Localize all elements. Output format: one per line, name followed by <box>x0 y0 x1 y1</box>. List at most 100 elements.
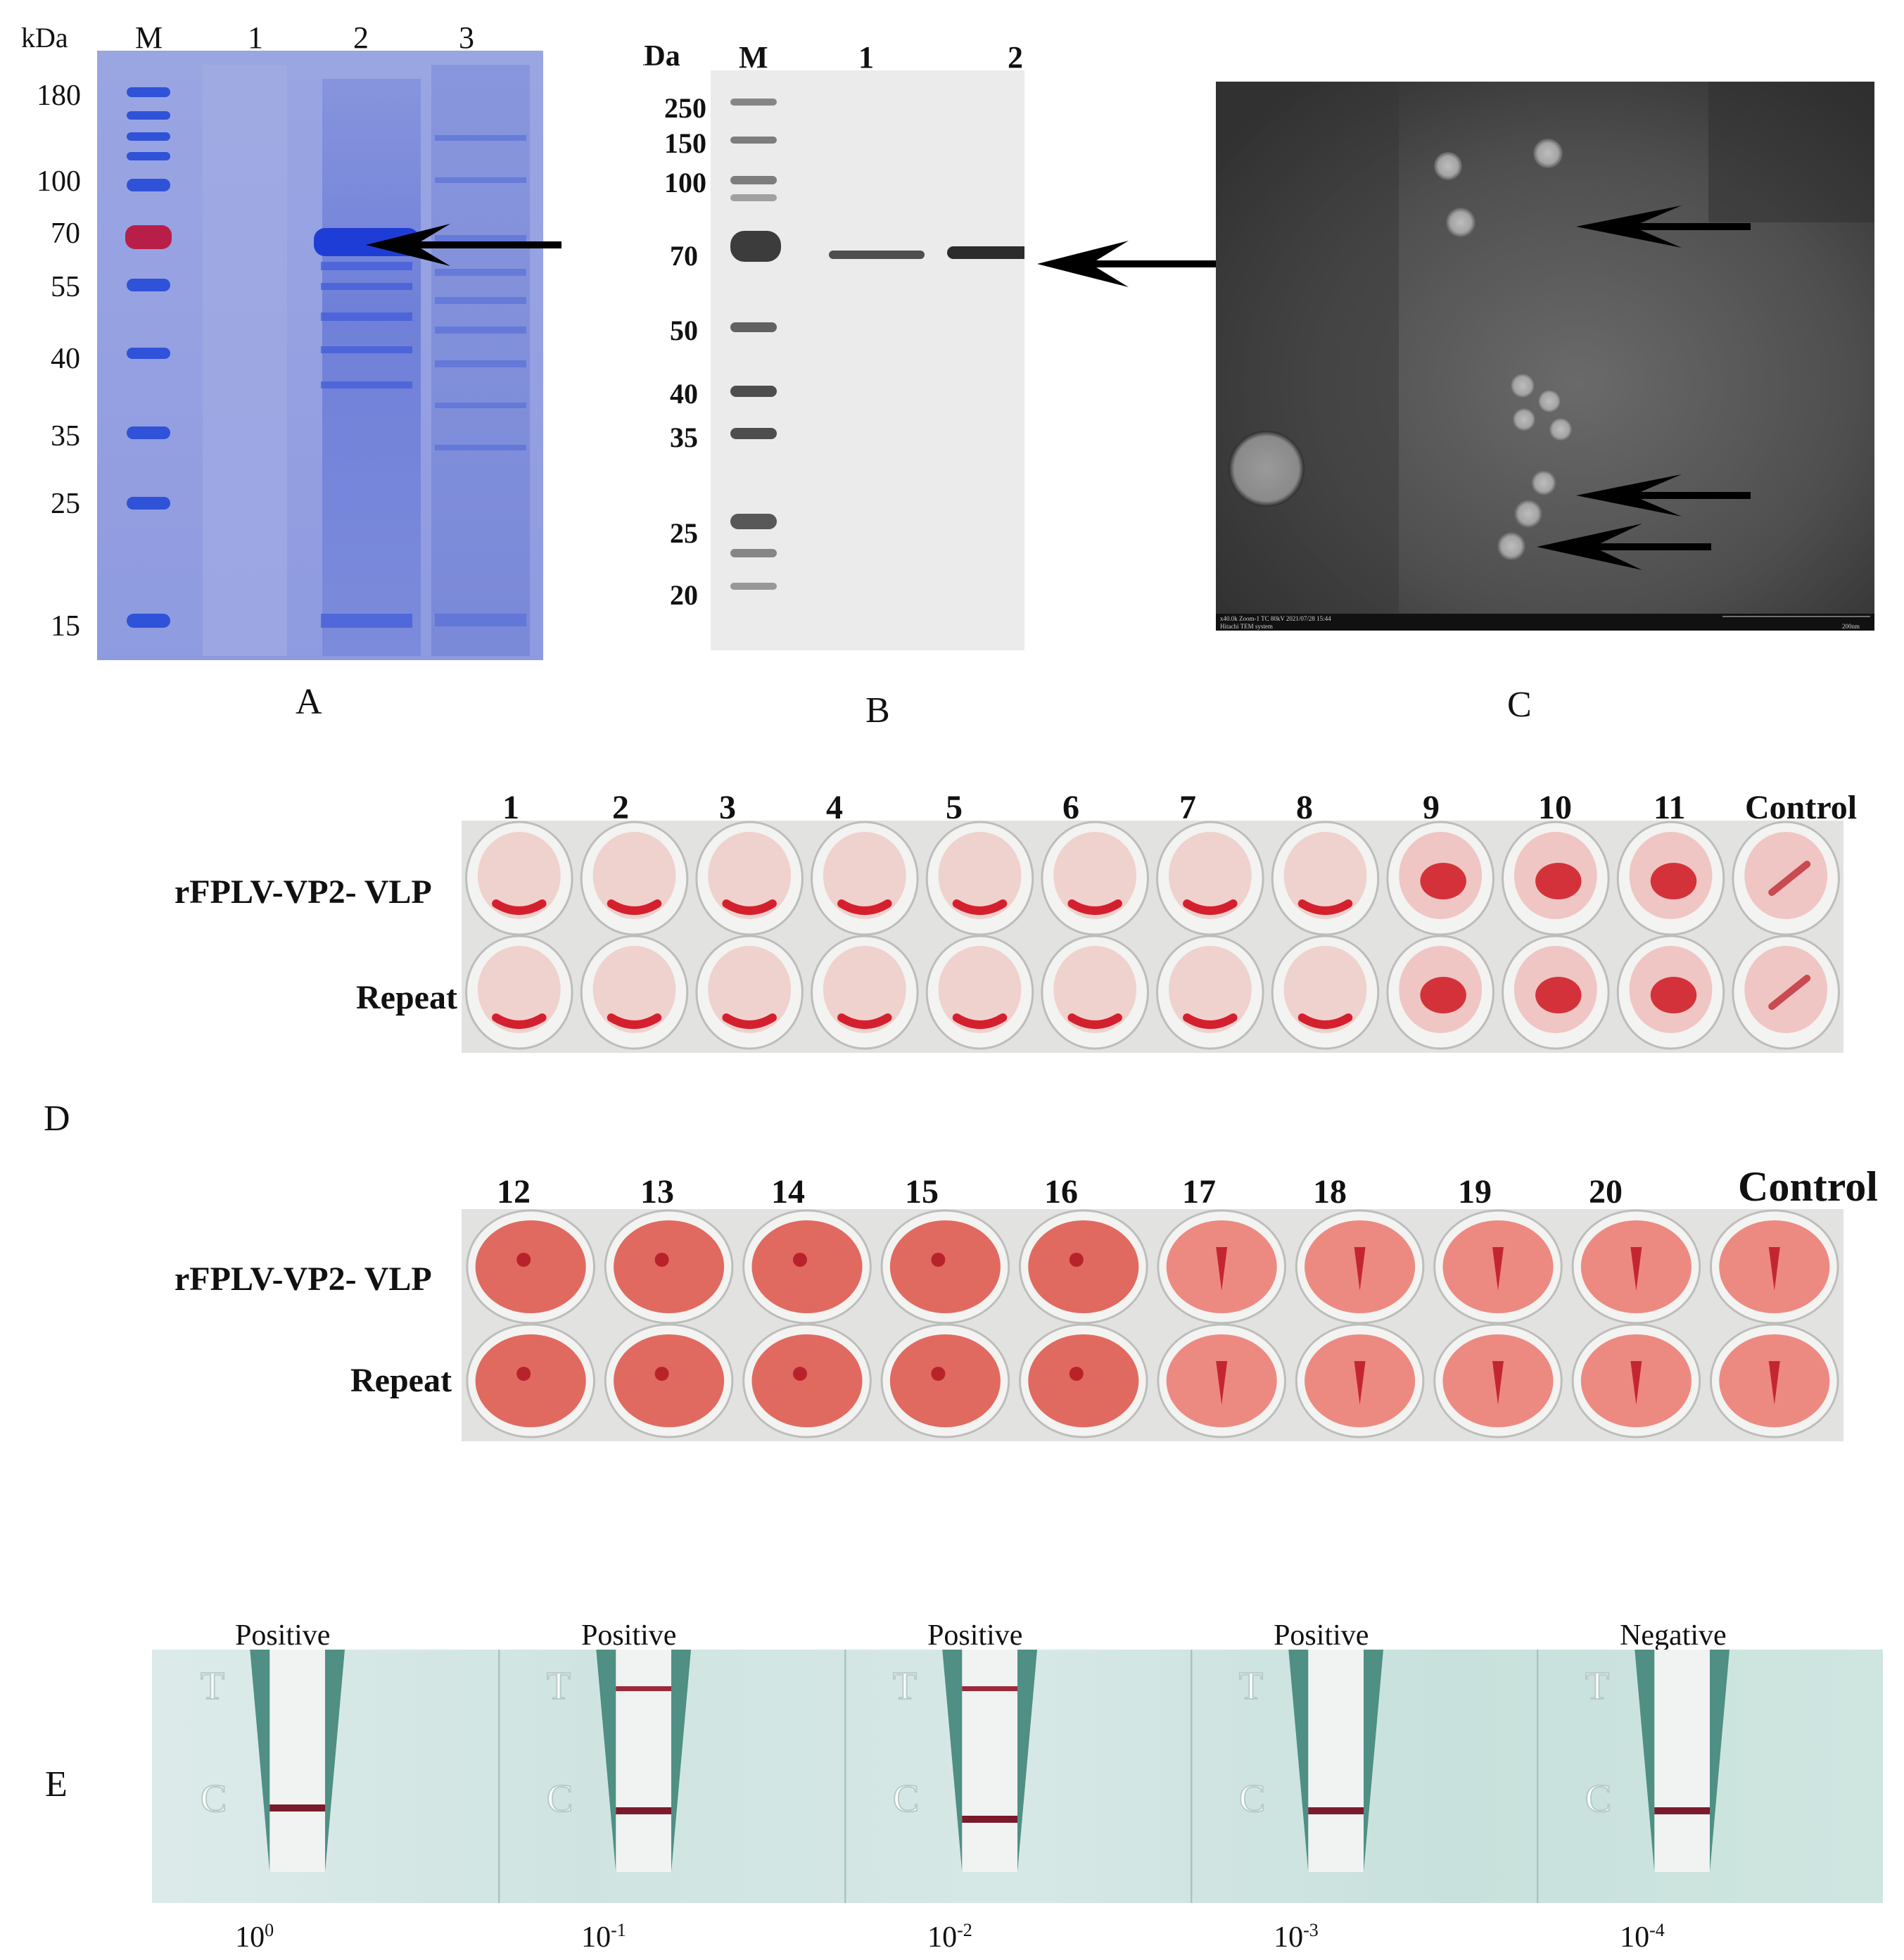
control-line <box>616 1807 671 1814</box>
plate-well <box>1156 935 1264 1050</box>
plate-well <box>1018 1209 1148 1324</box>
test-strip: TC <box>200 1650 345 1872</box>
marker-label: 20 <box>670 579 698 611</box>
ha-plate-top <box>462 821 1843 1053</box>
well-number: 1 <box>502 789 519 826</box>
well-number: 18 <box>1313 1173 1347 1210</box>
plate-well <box>604 1209 734 1324</box>
plate-well <box>695 821 804 936</box>
dilution-base: 10 <box>927 1921 958 1954</box>
plate-well <box>1157 1323 1287 1439</box>
strip-result-label: Negative <box>1620 1619 1727 1652</box>
plate-well <box>1502 821 1610 936</box>
dilution-label: 10-4 <box>1620 1920 1665 1954</box>
marker-label: 150 <box>664 127 706 159</box>
plate-well <box>742 1323 872 1439</box>
dilution-base: 10 <box>235 1921 265 1954</box>
strip-letter-c: C <box>1585 1777 1611 1821</box>
well-number: 16 <box>1044 1173 1078 1210</box>
strip-result-label: Positive <box>235 1619 331 1652</box>
marker-label: 35 <box>51 420 80 453</box>
strip-window <box>616 1650 671 1872</box>
plate-well <box>811 935 919 1050</box>
tem-micrograph: x40.0k Zoom-1 TC 80kV 2021/07/28 15:44 H… <box>1216 82 1874 631</box>
plate-well <box>695 935 804 1050</box>
plate-well <box>1571 1209 1701 1324</box>
well-number: 11 <box>1654 789 1686 826</box>
plate-well <box>1709 1209 1839 1324</box>
well-number: 6 <box>1062 789 1079 826</box>
plate-well <box>1018 1323 1148 1439</box>
ha-plate-bottom <box>462 1209 1843 1441</box>
dilution-label: 10-3 <box>1274 1920 1319 1954</box>
strip-letter-t: T <box>893 1664 917 1708</box>
strip-letter-t: T <box>201 1664 224 1708</box>
plate-well <box>466 1323 596 1439</box>
marker-label: 25 <box>51 488 80 520</box>
plate-well <box>880 1209 1010 1324</box>
panel-label-c: C <box>1507 685 1532 725</box>
plate-well <box>580 935 689 1050</box>
dilution-exponent: -2 <box>957 1920 972 1940</box>
lane-label-2-b: 2 <box>1008 40 1023 75</box>
lane-label-m-a: M <box>135 20 163 55</box>
strip-result-label: Positive <box>581 1619 677 1652</box>
marker-label: 70 <box>51 217 80 250</box>
western-blot-membrane <box>711 70 1024 650</box>
control-line <box>1654 1807 1710 1814</box>
vlp-particles <box>1229 139 1573 560</box>
plate-well <box>880 1323 1010 1439</box>
plate-well <box>1156 821 1264 936</box>
marker-label: 250 <box>664 92 706 124</box>
marker-label: 40 <box>670 378 698 410</box>
dilution-exponent: -4 <box>1649 1920 1665 1940</box>
marker-label: 35 <box>670 422 698 453</box>
dilution-base: 10 <box>1620 1921 1650 1954</box>
plate-well <box>1157 1209 1287 1324</box>
row-label-sample: rFPLV-VP2- VLP <box>174 873 432 911</box>
plate-well <box>1502 935 1610 1050</box>
lane-label-2-a: 2 <box>353 20 369 55</box>
well-number: 8 <box>1296 789 1313 826</box>
panel-label-b: B <box>865 690 890 731</box>
plate-well <box>1295 1209 1425 1324</box>
panel-a: kDa M 1 2 3 180 100 70 55 40 35 25 15 <box>0 0 563 732</box>
plate-well <box>1616 821 1725 936</box>
plate-well <box>604 1323 734 1439</box>
arrow-icon <box>366 224 561 266</box>
arrow-icon <box>1576 206 1751 248</box>
dilution-label: 10-1 <box>581 1920 626 1954</box>
well-number: 5 <box>946 789 963 826</box>
marker-label: 40 <box>51 343 80 375</box>
row-label-repeat: Repeat <box>350 1362 452 1399</box>
well-number: 15 <box>905 1173 939 1210</box>
well-number: Control <box>1745 789 1858 826</box>
plate-well <box>465 935 573 1050</box>
dilution-label: 100 <box>235 1920 274 1954</box>
dilution-base: 10 <box>1274 1921 1304 1954</box>
test-line <box>962 1686 1017 1691</box>
strip-letter-c: C <box>201 1777 227 1821</box>
kda-unit-b: kDa <box>628 40 680 72</box>
well-number: 14 <box>771 1173 805 1210</box>
panel-b: kDa M 1 2 250 150 100 70 50 40 35 25 20 <box>633 0 1217 732</box>
marker-label: 180 <box>37 80 81 112</box>
well-number: 10 <box>1538 789 1572 826</box>
marker-label: 100 <box>664 167 706 198</box>
arrow-icon <box>1037 241 1216 287</box>
marker-label: 55 <box>51 271 80 303</box>
strip-window <box>1308 1650 1364 1872</box>
well-number: 2 <box>612 789 629 826</box>
tem-footer-text: x40.0k Zoom-1 TC 80kV 2021/07/28 15:44 <box>1220 615 1331 622</box>
plate-well <box>1295 1323 1425 1439</box>
lane-label-m-b: M <box>739 40 768 75</box>
plate-well <box>1732 821 1840 936</box>
marker-label: 100 <box>37 165 81 198</box>
plate-well <box>465 821 573 936</box>
test-strip: TC <box>1191 1650 1383 1903</box>
dilution-exponent: -1 <box>611 1920 626 1940</box>
plate-well <box>1433 1323 1563 1439</box>
plate-well <box>1709 1323 1839 1439</box>
plate-well <box>1616 935 1725 1050</box>
well-number: Control <box>1738 1163 1878 1210</box>
